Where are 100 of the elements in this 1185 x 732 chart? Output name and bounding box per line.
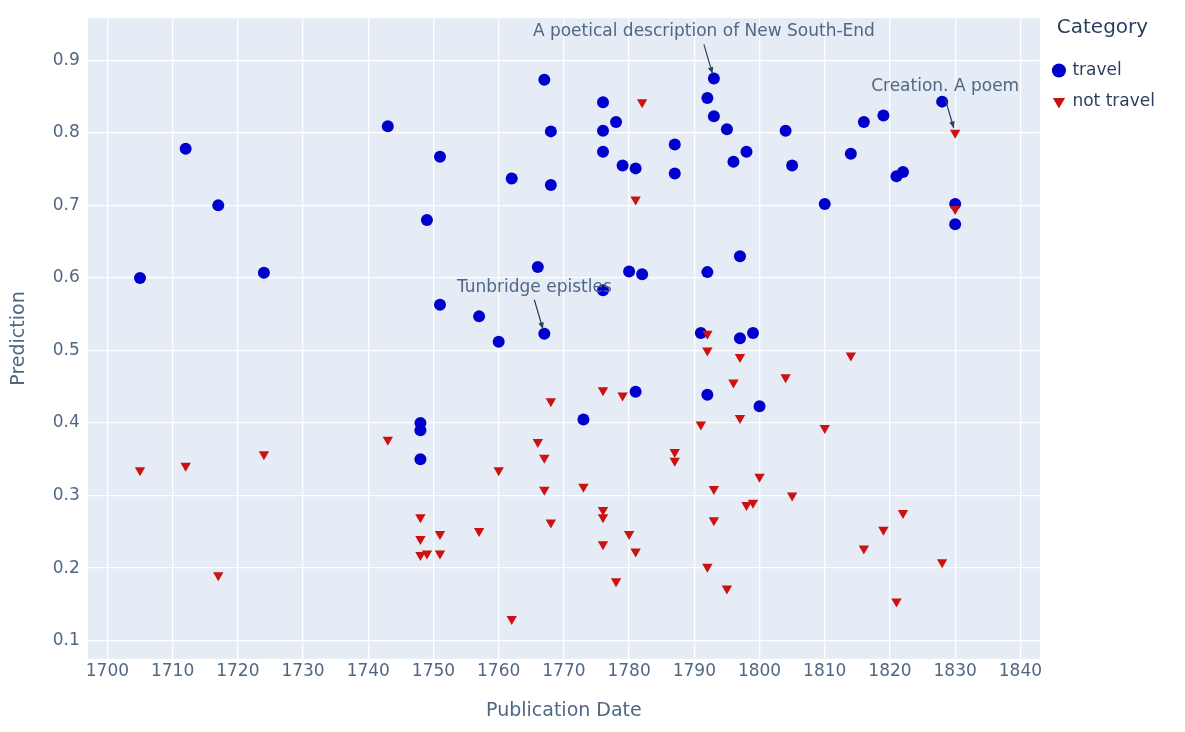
point — [741, 502, 752, 511]
point — [878, 526, 889, 536]
point — [213, 572, 224, 582]
point — [623, 531, 635, 541]
point — [857, 115, 870, 128]
point — [819, 425, 830, 435]
point — [577, 413, 590, 426]
point — [734, 354, 746, 363]
point — [747, 327, 760, 340]
y-tick-label: 0.8 — [52, 121, 80, 142]
point — [258, 451, 270, 461]
point — [414, 453, 427, 466]
x-tick-label: 1780 — [607, 660, 651, 681]
point — [545, 519, 557, 529]
point — [544, 179, 557, 192]
point — [434, 531, 446, 541]
point — [630, 548, 641, 558]
point — [636, 99, 648, 109]
point — [629, 385, 642, 398]
point — [597, 541, 609, 551]
y-tick-label: 0.7 — [52, 193, 80, 214]
point — [420, 213, 433, 226]
point — [701, 92, 714, 104]
point — [844, 147, 857, 160]
point — [473, 310, 486, 323]
point — [257, 266, 270, 279]
point — [734, 414, 746, 424]
point — [492, 335, 505, 348]
point — [578, 483, 589, 493]
point — [728, 379, 739, 389]
point — [740, 145, 753, 158]
point — [382, 436, 394, 446]
point — [531, 261, 544, 274]
point — [506, 615, 517, 625]
point — [539, 486, 550, 496]
point — [617, 392, 628, 402]
point — [415, 514, 426, 524]
point — [727, 155, 740, 168]
point — [708, 486, 720, 496]
point — [891, 598, 902, 608]
point — [747, 499, 759, 509]
point — [936, 95, 949, 108]
legend-label: not travel — [1072, 89, 1155, 110]
point — [597, 514, 609, 524]
y-axis-title: Prediction — [6, 291, 29, 386]
point — [610, 578, 622, 588]
y-tick-label: 0.6 — [52, 266, 80, 287]
point — [695, 421, 707, 431]
point — [538, 73, 551, 86]
point — [733, 250, 746, 263]
point — [896, 166, 909, 178]
point — [134, 271, 147, 284]
point — [721, 585, 733, 595]
point — [786, 159, 799, 172]
point — [702, 347, 713, 357]
x-tick-label: 1730 — [281, 660, 325, 681]
point — [629, 162, 642, 175]
y-tick-label: 0.1 — [52, 629, 80, 650]
x-tick-label: 1810 — [803, 660, 847, 681]
point — [433, 298, 446, 311]
point — [473, 528, 485, 538]
point — [597, 96, 610, 109]
y-tick-label: 0.9 — [52, 48, 80, 69]
point — [949, 206, 961, 215]
point — [532, 438, 543, 448]
x-tick-label: 1700 — [85, 660, 130, 681]
point — [936, 559, 948, 569]
point — [544, 125, 557, 138]
point — [505, 172, 518, 185]
point — [179, 142, 192, 155]
annotation: Creation. A poem — [871, 74, 1020, 95]
point — [668, 167, 681, 180]
point — [415, 536, 426, 546]
point — [707, 72, 720, 85]
point — [212, 199, 225, 212]
point — [597, 124, 610, 137]
point — [538, 327, 551, 340]
annotation: Tunbridge epistles — [455, 275, 612, 296]
point — [897, 509, 909, 519]
point — [668, 138, 681, 151]
x-tick-label: 1740 — [346, 660, 390, 681]
legend-label: travel — [1072, 58, 1122, 79]
point — [669, 457, 680, 467]
y-tick-label: 0.2 — [52, 556, 80, 577]
point — [949, 218, 962, 231]
x-tick-label: 1790 — [672, 660, 716, 681]
point — [753, 400, 766, 413]
point — [493, 467, 504, 477]
point — [539, 454, 550, 464]
annotation: A poetical description of New South-End — [532, 20, 875, 41]
point — [134, 467, 146, 477]
point — [636, 268, 649, 281]
point — [434, 550, 446, 560]
x-tick-label: 1720 — [216, 660, 260, 681]
x-tick-label: 1710 — [150, 660, 195, 681]
x-axis-title: Publication Date — [486, 697, 642, 720]
point — [707, 110, 720, 123]
x-tick-label: 1830 — [933, 660, 977, 681]
point — [610, 115, 623, 128]
point — [877, 109, 890, 122]
